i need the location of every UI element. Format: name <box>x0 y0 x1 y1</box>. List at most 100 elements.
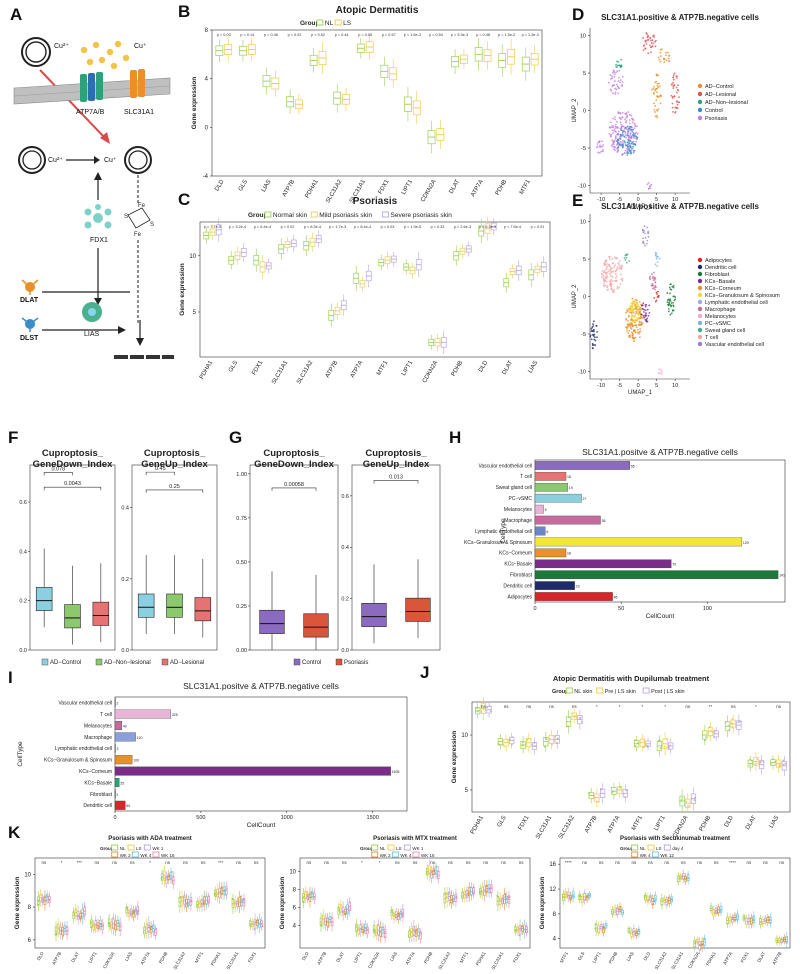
chart-I-xtick-label-1: 500 <box>196 815 205 821</box>
chart-E-pt-1-6 <box>629 325 632 327</box>
chart-D-xtick-label-2: 0 <box>637 197 640 203</box>
chart-D-pt-7-5 <box>602 148 604 151</box>
chart-K-pt-9-0-1 <box>196 905 198 907</box>
chart-E-pt-0-96 <box>620 268 623 271</box>
chart-K-pt-3-0-0 <box>355 925 357 927</box>
chart-K-pt-10-3-1 <box>734 919 736 921</box>
chart-K-pt-12-2-1 <box>253 929 256 931</box>
chart-D-pt-0-96 <box>636 125 639 127</box>
chart-K-title: Psoriasis with MTX treatment <box>373 836 457 842</box>
chart-K-pt-1-5-1 <box>331 921 334 923</box>
chart-E-pt-8-8 <box>655 252 658 255</box>
chart-D-pt-5-10 <box>676 103 679 106</box>
chart-I-bar-7 <box>114 778 120 787</box>
chart-K-xlabel-8: SLC31A2 <box>437 951 451 971</box>
chart-D-pt-0-18 <box>624 149 627 152</box>
chart-J-pt-11-2-2 <box>737 721 740 724</box>
chart-G-G1-ytick-label-0: 0.00 <box>236 648 247 654</box>
chart-K-pt-10-5-0 <box>226 888 228 890</box>
chart-K-legend-label-0: NL <box>380 846 386 851</box>
chart-D-pt-0-32 <box>621 141 623 144</box>
chart-I-cat-7: KCs−Basale <box>84 780 112 786</box>
chart-E-pt-3-20 <box>595 325 598 327</box>
chart-D-pt-0-67 <box>611 143 614 146</box>
chart-J-pt-2-2-1 <box>531 744 534 747</box>
chart-D-pt-0-144 <box>616 120 618 123</box>
chart-E-pt-5-1 <box>653 271 655 274</box>
chart-K-legend-label-4: WK 4 <box>400 853 411 858</box>
chart-D-pt-1-77 <box>623 135 626 138</box>
chart-B-pval-3: p = 0.02 <box>288 33 302 37</box>
chart-D-pt-8-3 <box>650 183 653 186</box>
chart-D-pt-1-64 <box>627 134 630 137</box>
chart-K-xlabel-3: LIPT1 <box>87 951 98 964</box>
chart-E-pt-2-57 <box>637 316 640 319</box>
chart-K-pt-7-3-1 <box>168 874 170 877</box>
chart-E-pt-0-19 <box>615 275 618 278</box>
chart-K-pt-7-2-1 <box>681 874 684 877</box>
chart-D-pt-6-2 <box>656 82 659 85</box>
chart-K-ytick-label-2: 8 <box>293 888 297 894</box>
chart-K-pt-5-3-0 <box>132 910 135 913</box>
chart-D-pt-3-0 <box>652 42 655 45</box>
chart-K-pt-12-1-1 <box>251 922 253 924</box>
chart-E-pt-4-16 <box>648 304 651 307</box>
chart-J-pt-7-2-1 <box>645 744 647 747</box>
chart-D-pt-4-11 <box>659 51 662 54</box>
panel-letter-E: E <box>572 191 583 210</box>
chart-E-pt-0-72 <box>604 276 607 278</box>
chart-D-pt-1-65 <box>631 147 634 150</box>
chart-D-title: SLC31A1.positive & ATP7B.negative cells <box>601 13 759 22</box>
chart-K-pt-0-4-0 <box>46 895 48 897</box>
chart-K-ytick-label-1: 8 <box>28 905 32 911</box>
chart-F-F1-ytick-label-1: 0.2 <box>19 599 27 605</box>
chart-K-xlabel-13: ATP7B <box>771 951 782 966</box>
chart-E-pt-0-93 <box>606 263 608 265</box>
chart-D-pt-1-16 <box>632 151 635 154</box>
chart-D-pt-6-30 <box>659 94 662 97</box>
chart-B-xlabel-4: PDHA1 <box>305 178 321 199</box>
chart-K-pt-6-4-1 <box>151 925 154 927</box>
chart-K-pt-8-3-1 <box>701 943 703 945</box>
chart-D-pt-1-80 <box>626 144 629 147</box>
chart-E-pt-4-22 <box>643 314 645 317</box>
chart-J-pt-4-0-0 <box>567 725 569 727</box>
chart-E-pt-0-113 <box>614 279 617 282</box>
chart-J-pt-6-2-0 <box>623 796 626 798</box>
chart-E-pt-2-51 <box>630 315 633 318</box>
chart-K-pt-5-2-0 <box>395 915 397 918</box>
chart-J-xlabel-8: LIPT1 <box>654 814 668 831</box>
chart-C-xlabel-11: DLD <box>478 359 490 373</box>
chart-D-pt-2-27 <box>612 92 614 95</box>
chart-C-pval-12: p = 7.6e-4 <box>504 225 521 229</box>
chart-D-pt-1-29 <box>628 149 630 152</box>
chart-F-F2-bracket-label-1: 0.25 <box>169 484 180 490</box>
chart-K-pt-6-5-0 <box>155 927 157 930</box>
chart-D-pt-1-3 <box>624 126 627 129</box>
chart-K-pt-4-3-0 <box>634 934 637 937</box>
chart-K-pt-9-3-1 <box>203 901 205 904</box>
chart-D-pt-0-90 <box>629 134 632 136</box>
chart-E-pt-4-13 <box>648 312 651 314</box>
chart-E-pt-1-125 <box>632 337 634 340</box>
chart-K-pt-2-1-0 <box>597 931 599 933</box>
chart-D-pt-7-3 <box>600 150 603 153</box>
chart-E-pt-6-17 <box>641 241 644 244</box>
chart-C-legend-label-1: Mild psoriasis skin <box>319 212 372 219</box>
chart-D-pt-2-28 <box>612 71 614 74</box>
chart-D-pt-1-32 <box>628 125 631 128</box>
chart-D-pt-3-3 <box>645 43 648 45</box>
chart-K-pt-0-0-1 <box>562 895 564 898</box>
chart-E-pt-1-81 <box>638 300 641 303</box>
chart-D-pt-0-107 <box>611 132 614 135</box>
chart-E-pt-2-55 <box>636 316 639 319</box>
chart-J-pt-2-1-0 <box>529 738 532 740</box>
chart-J-pt-9-2-0 <box>694 796 696 799</box>
chart-K-pt-3-1-0 <box>92 924 95 927</box>
chart-E-pt-4-23 <box>643 308 646 311</box>
chart-K-pt-11-1-1 <box>745 917 748 919</box>
chart-E-pt-10-2 <box>625 257 628 259</box>
chart-K-pt-9-0-0 <box>461 891 464 894</box>
chart-K-xlabel-11: FDX1 <box>740 951 750 964</box>
chart-J-ytick-label-0: 5 <box>465 788 469 794</box>
